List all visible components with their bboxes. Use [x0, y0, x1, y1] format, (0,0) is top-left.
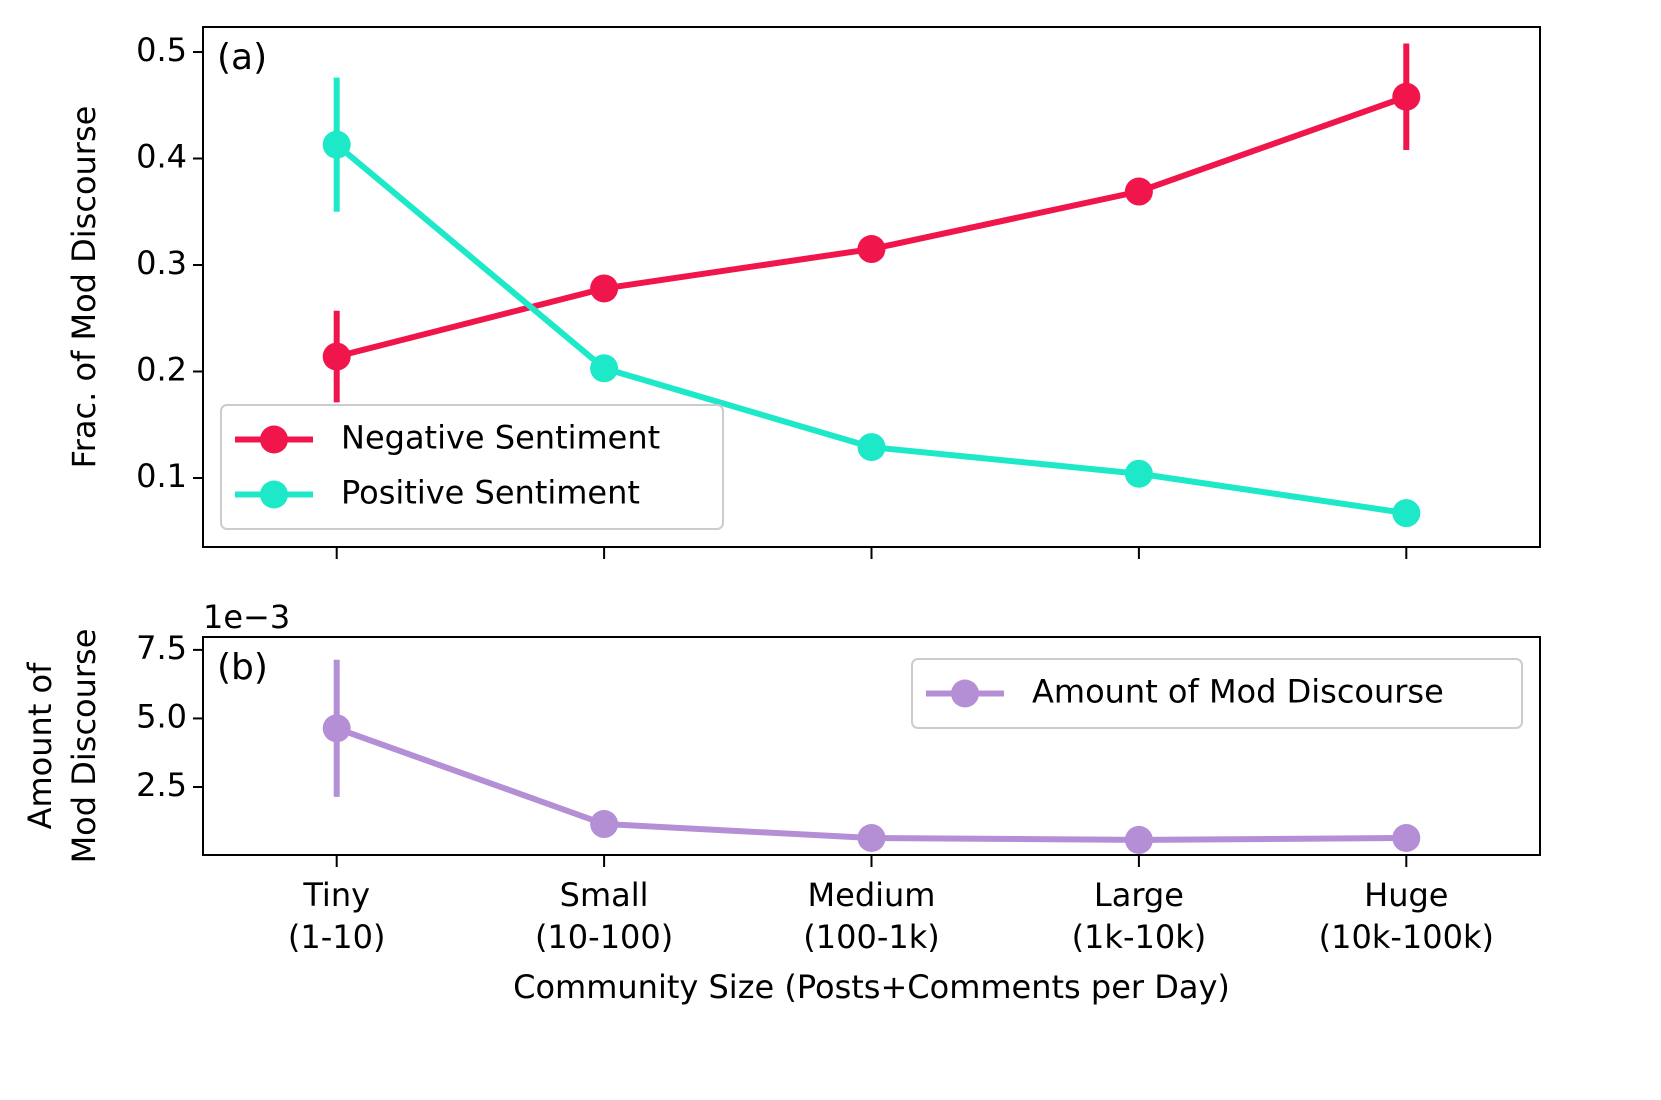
x-tick-label: (1-10) [288, 918, 386, 956]
axes-frame [202, 636, 1541, 856]
legend-marker [260, 480, 288, 509]
y-axis-label: Frac. of Mod Discourse [65, 106, 103, 469]
offset-label: 1e−3 [203, 598, 290, 636]
marker [322, 130, 351, 159]
marker [857, 823, 886, 852]
y-tick-label: 0.5 [136, 31, 187, 69]
marker [1124, 825, 1153, 854]
x-axis-label: Community Size (Posts+Comments per Day) [513, 968, 1230, 1006]
y-tick-label: 0.3 [136, 244, 187, 282]
plot-area [322, 43, 1421, 528]
legend-label: Positive Sentiment [341, 474, 640, 512]
x-tick-label: Small [560, 876, 649, 914]
legend-frame [911, 658, 1523, 729]
y-axis-label: Mod Discourse [65, 629, 103, 864]
marker [1124, 177, 1153, 206]
plot-area [322, 659, 1421, 854]
marker [1392, 823, 1421, 852]
x-tick-label: (1k-10k) [1072, 918, 1207, 956]
marker [590, 354, 619, 383]
legend-frame [220, 404, 724, 530]
legend-label: Negative Sentiment [341, 419, 660, 457]
y-axis-label: Amount of [21, 662, 59, 830]
marker [857, 235, 886, 264]
panel-label: (a) [217, 37, 267, 78]
y-tick-label: 0.1 [136, 457, 187, 495]
x-tick-label: (10k-100k) [1319, 918, 1494, 956]
marker [590, 274, 619, 303]
marker [857, 433, 886, 462]
legend-marker [951, 679, 979, 708]
legend-marker [260, 425, 288, 454]
marker [322, 714, 351, 743]
marker [1124, 459, 1153, 488]
marker [322, 342, 351, 371]
marker [1392, 82, 1421, 111]
x-tick-label: Medium [808, 876, 936, 914]
legend-label: Amount of Mod Discourse [1032, 673, 1444, 711]
x-tick-label: (100-1k) [803, 918, 939, 956]
y-tick-label: 0.4 [136, 138, 187, 176]
y-tick-label: 5.0 [136, 697, 187, 735]
line [335, 725, 1407, 843]
line [335, 93, 1408, 360]
y-tick-label: 2.5 [136, 766, 187, 804]
marker [1392, 499, 1421, 528]
panel-label: (b) [217, 647, 268, 688]
marker [590, 810, 619, 839]
x-tick-label: (10-100) [535, 918, 673, 956]
x-tick-label: Huge [1364, 876, 1448, 914]
y-tick-label: 7.5 [136, 629, 187, 667]
y-tick-label: 0.2 [136, 351, 187, 389]
axes-frame [202, 26, 1541, 548]
x-tick-label: Tiny [302, 876, 370, 914]
x-tick-label: Large [1094, 876, 1184, 914]
